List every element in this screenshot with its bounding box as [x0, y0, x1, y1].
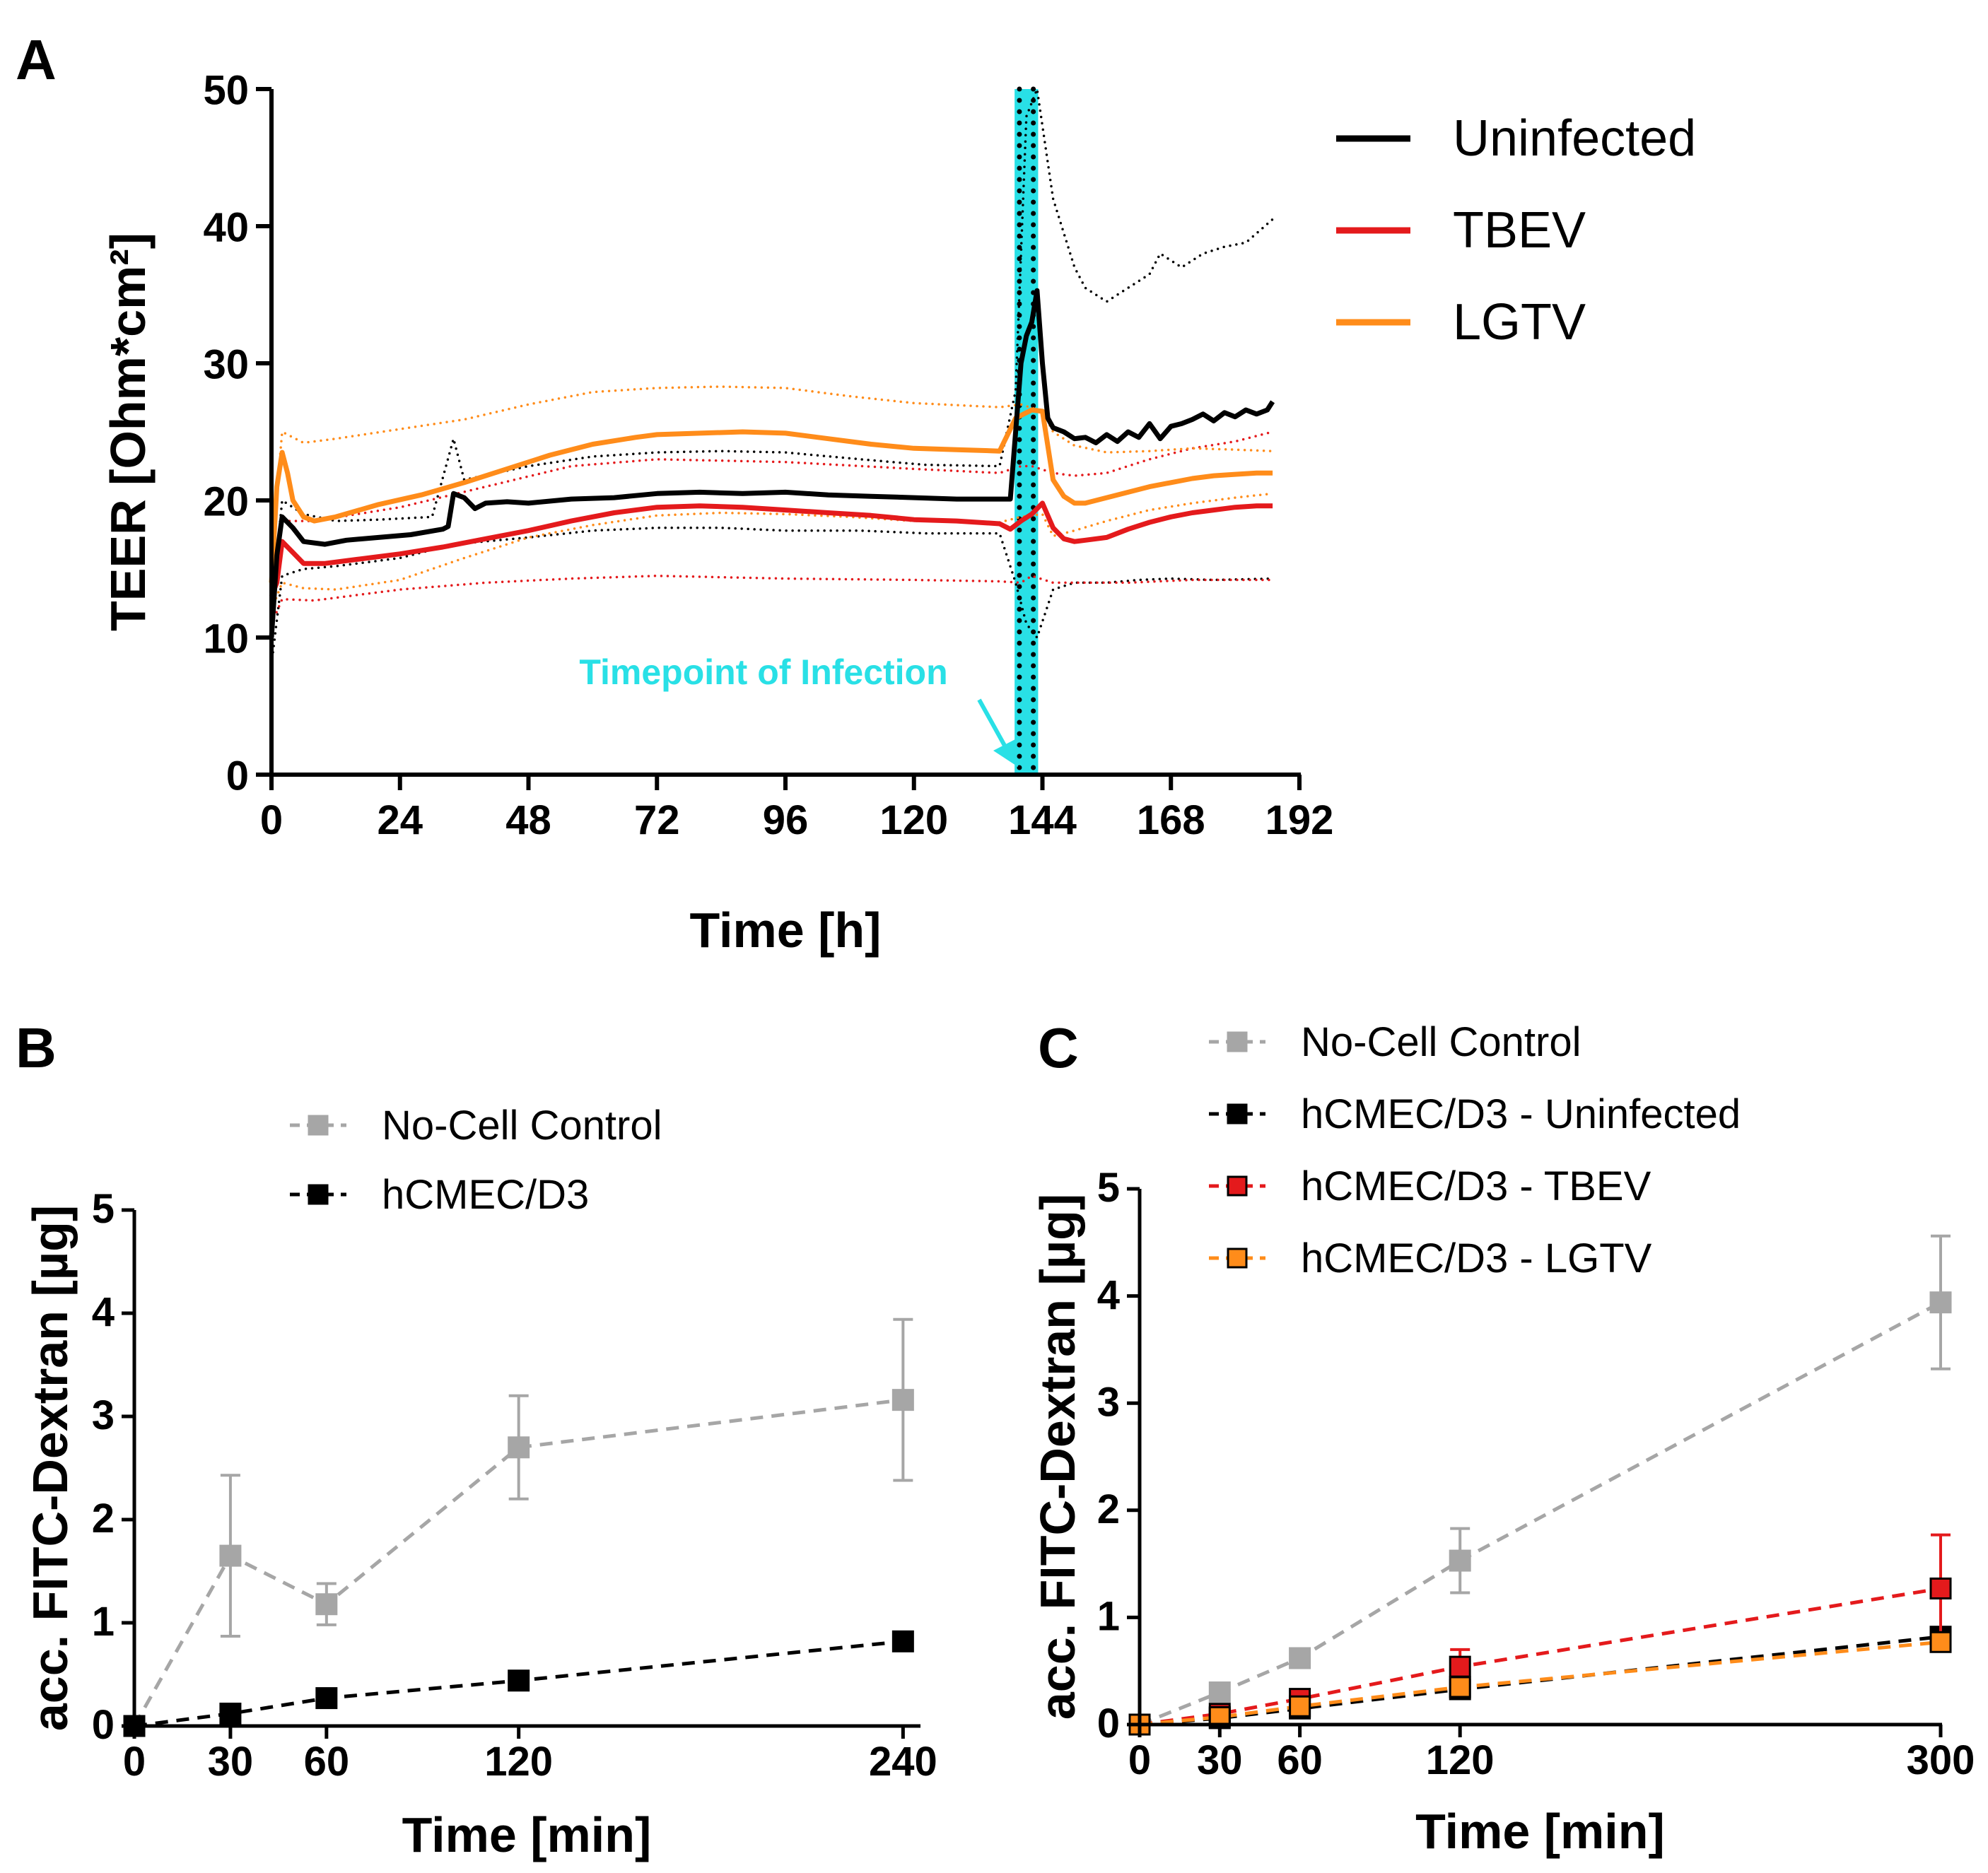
data-point-marker [1289, 1647, 1311, 1669]
data-point-marker [508, 1669, 530, 1692]
legend-label: hCMEC/D3 - LGTV [1301, 1235, 1652, 1281]
legend-label: hCMEC/D3 [382, 1172, 589, 1218]
data-point-marker [1449, 1549, 1471, 1572]
x-tick-label: 24 [377, 797, 423, 843]
data-point-marker [1208, 1681, 1231, 1704]
x-tick-label: 96 [763, 797, 809, 843]
x-tick-label: 120 [484, 1739, 553, 1785]
y-axis-title: acc. FITC-Dextran [µg] [23, 1205, 78, 1731]
data-point-marker [891, 1630, 914, 1652]
infection-annotation-text: Timepoint of Infection [579, 652, 947, 692]
y-tick-label: 4 [92, 1289, 115, 1335]
y-tick-label: 2 [1097, 1486, 1120, 1532]
y-tick-label: 0 [226, 753, 249, 799]
y-tick-label: 5 [92, 1186, 115, 1232]
series-lgtv-line [269, 407, 1273, 583]
legend-swatch-marker [308, 1115, 329, 1136]
data-point-marker [219, 1702, 242, 1725]
legend-label-tbev: TBEV [1453, 202, 1586, 259]
x-tick-label: 0 [260, 797, 283, 843]
x-tick-label: 168 [1137, 797, 1205, 843]
y-axis-title: acc. FITC-Dextran [µg] [1030, 1194, 1085, 1720]
legend-label: No-Cell Control [1301, 1019, 1581, 1065]
panel-label-b: B [16, 1016, 57, 1079]
y-tick-label: 40 [203, 205, 249, 251]
legend-swatch-marker [1227, 1247, 1248, 1269]
x-tick-label: 120 [1426, 1737, 1495, 1783]
series-tbev-upper-bound [270, 430, 1274, 585]
y-tick-label: 20 [203, 479, 249, 525]
series-lgtv-upper-bound [270, 385, 1274, 557]
y-tick-label: 2 [92, 1496, 115, 1542]
y-tick-label: 5 [1097, 1165, 1120, 1211]
x-tick-label: 60 [1277, 1737, 1323, 1783]
y-tick-label: 30 [203, 342, 249, 388]
data-point-marker [1929, 1577, 1952, 1599]
y-tick-label: 1 [92, 1599, 115, 1645]
legend-label-uninfected: Uninfected [1453, 110, 1696, 167]
y-tick-label: 4 [1097, 1272, 1120, 1318]
x-axis-title: Time [h] [690, 903, 882, 958]
series-uninfected-line [269, 288, 1275, 638]
x-tick-label: 120 [879, 797, 948, 843]
data-point-marker [219, 1544, 242, 1567]
data-point-marker [315, 1593, 338, 1616]
y-tick-label: 1 [1097, 1594, 1120, 1640]
x-tick-label: 192 [1265, 797, 1334, 843]
y-tick-label: 3 [1097, 1379, 1120, 1425]
y-axis-title: TEER [Ohm*cm²] [100, 233, 156, 631]
x-axis-title: Time [min] [402, 1807, 652, 1862]
infection-annotation-arrowhead [993, 739, 1018, 767]
legend-swatch-marker [1227, 1031, 1248, 1052]
data-point-marker [315, 1687, 338, 1710]
x-tick-label: 30 [208, 1739, 254, 1785]
legend-label: No-Cell Control [382, 1103, 662, 1149]
infection-annotation-arrow-shaft [977, 698, 1010, 752]
x-tick-label: 300 [1907, 1737, 1975, 1783]
legend-label-lgtv: LGTV [1453, 294, 1586, 351]
y-tick-label: 10 [203, 616, 249, 662]
x-tick-label: 60 [304, 1739, 350, 1785]
panel-a-teer-chart: 0 10 20 30 40 50 0 24 48 72 96 120 144 168 192 Time [h]… [100, 68, 1696, 958]
data-point-marker [891, 1389, 914, 1411]
data-point-marker [1929, 1631, 1952, 1653]
legend-swatch-marker [1227, 1175, 1248, 1197]
legend-swatch-marker [1227, 1103, 1248, 1125]
x-tick-label: 72 [634, 797, 680, 843]
x-tick-label: 48 [505, 797, 551, 843]
data-point-marker [1289, 1695, 1311, 1718]
data-point-marker [1449, 1676, 1471, 1698]
panel-label-a: A [16, 28, 57, 91]
x-tick-label: 0 [123, 1739, 146, 1785]
panel-c-fitc-chart: 0 1 2 3 4 5 0 30 60 120 300 Time [min] acc. FITC-Dex… [1030, 1019, 1975, 1859]
legend-label: hCMEC/D3 - Uninfected [1301, 1091, 1741, 1137]
panel-b-fitc-chart: 0 1 2 3 4 5 0 30 60 120 240 Time [min] acc. FITC-Dex… [23, 1103, 937, 1862]
data-point-marker [508, 1436, 530, 1459]
x-tick-label: 240 [869, 1739, 937, 1785]
series-tbev-line [269, 500, 1273, 598]
x-tick-label: 144 [1008, 797, 1077, 843]
data-point-marker [1929, 1291, 1952, 1314]
legend-swatch-marker [308, 1184, 329, 1205]
y-tick-label: 0 [92, 1702, 115, 1748]
x-axis-title: Time [min] [1415, 1804, 1665, 1859]
y-tick-label: 50 [203, 68, 249, 114]
series-lgtv-lower-bound [270, 492, 1274, 611]
legend-label: hCMEC/D3 - TBEV [1301, 1163, 1651, 1209]
x-tick-label: 0 [1128, 1737, 1151, 1783]
series-line [1139, 1640, 1941, 1727]
data-point-marker [1449, 1655, 1471, 1678]
panel-label-c: C [1038, 1016, 1079, 1079]
series-line [1139, 1587, 1941, 1727]
y-tick-label: 0 [1097, 1701, 1120, 1746]
y-tick-label: 3 [92, 1392, 115, 1438]
x-tick-label: 30 [1197, 1737, 1243, 1783]
